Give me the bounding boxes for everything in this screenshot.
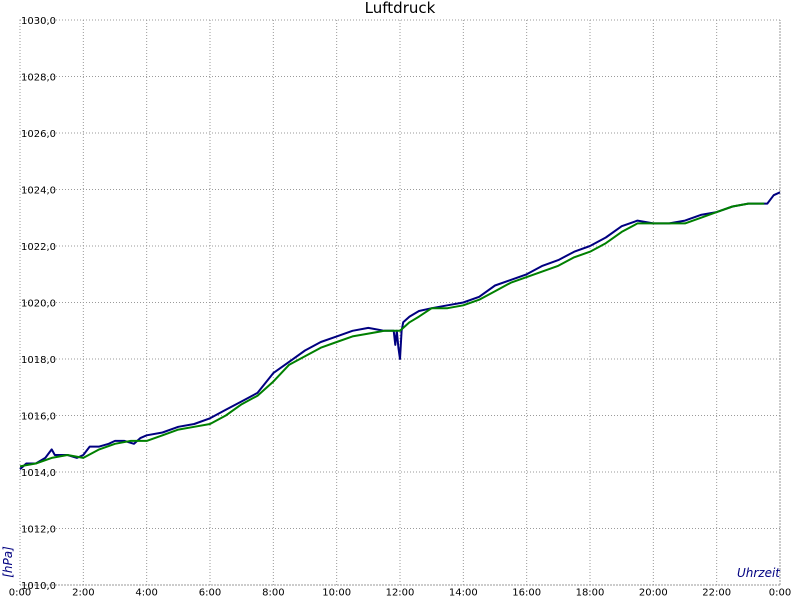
x-tick-label: 4:00 (135, 587, 157, 598)
y-axis-ticks: 1010,0 1012,0 1014,0 1016,0 1018,0 1020,0 1022… (21, 16, 56, 592)
y-tick-label: 1030,0 (21, 16, 56, 27)
x-axis-label: Uhrzeit (737, 566, 781, 580)
x-axis-ticks: 0:00 2:00 4:00 6:00 8:00 10:00 12:00 14:00 16:00… (9, 587, 791, 598)
y-tick-label: 1022,0 (21, 242, 56, 253)
y-tick-label: 1016,0 (21, 412, 56, 423)
y-tick-label: 1012,0 (21, 525, 56, 536)
x-tick-label: 12:00 (386, 587, 415, 598)
x-tick-label: 10:00 (322, 587, 351, 598)
x-tick-label: 2:00 (72, 587, 94, 598)
x-tick-label: 0:00 (9, 587, 31, 598)
plot-frame (19, 19, 781, 586)
y-tick-label: 1010,0 (21, 581, 56, 592)
y-axis-label: [hPa] (1, 546, 15, 578)
y-tick-label: 1018,0 (21, 355, 56, 366)
x-tick-label: 20:00 (639, 587, 668, 598)
y-tick-label: 1028,0 (21, 73, 56, 84)
x-tick-label: 6:00 (199, 587, 221, 598)
x-tick-label: 0:00 (769, 587, 791, 598)
y-tick-label: 1014,0 (21, 468, 56, 479)
x-tick-label: 22:00 (702, 587, 731, 598)
x-tick-label: 8:00 (262, 587, 284, 598)
x-tick-label: 16:00 (512, 587, 541, 598)
series-lines (19, 191, 781, 470)
y-tick-label: 1026,0 (21, 129, 56, 140)
series-2-line (19, 202, 765, 468)
y-tick-label: 1024,0 (21, 186, 56, 197)
chart-title: Luftdruck (365, 0, 436, 17)
grid (19, 19, 781, 586)
x-tick-label: 18:00 (576, 587, 605, 598)
x-tick-label: 14:00 (449, 587, 478, 598)
y-tick-label: 1020,0 (21, 299, 56, 310)
